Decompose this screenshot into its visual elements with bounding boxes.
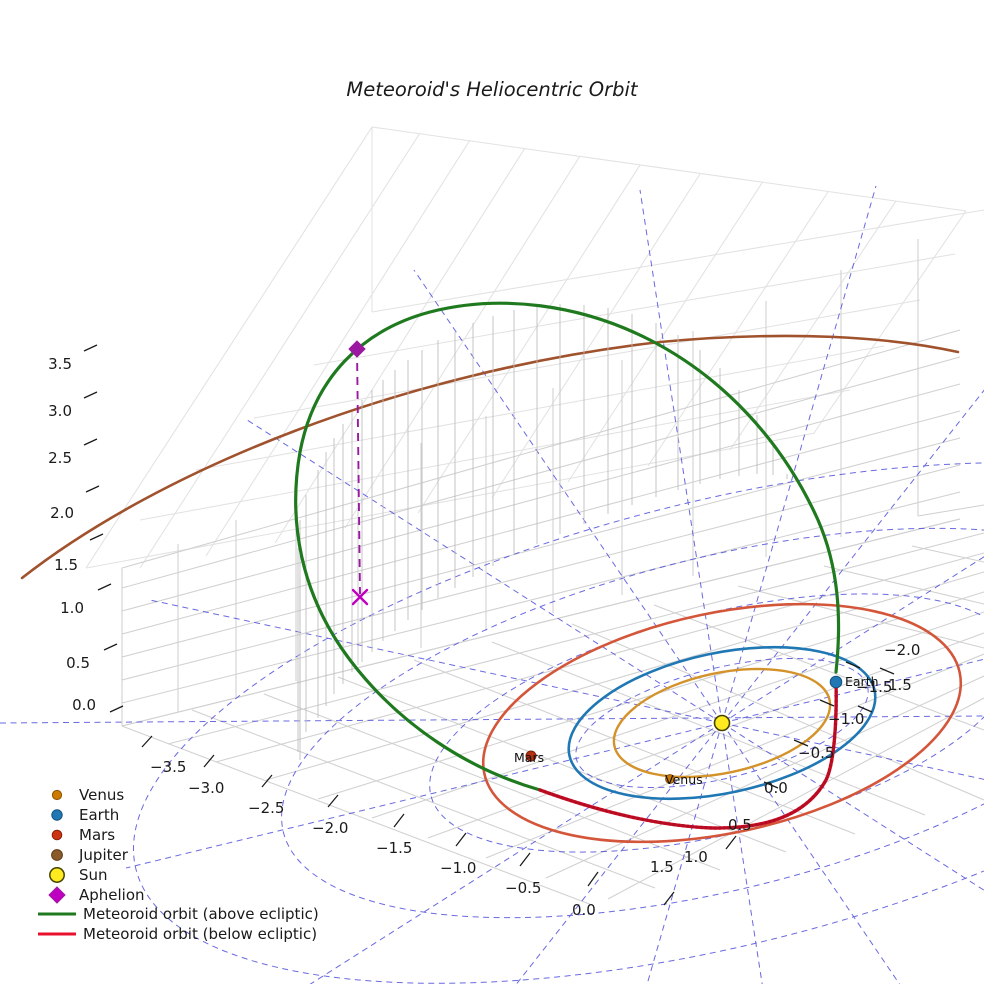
legend-item-orbit-above[interactable]: Meteoroid orbit (above ecliptic) xyxy=(38,905,319,923)
z-tick-0.0: 0.0 xyxy=(72,696,96,714)
y-tick-0.0: 0.0 xyxy=(764,779,788,797)
legend-item-orbit-below[interactable]: Meteoroid orbit (below ecliptic) xyxy=(38,925,317,943)
x-tick-1.0: 1.0 xyxy=(684,848,708,866)
x-tick--2.5: −2.5 xyxy=(248,799,284,817)
legend-item-earth[interactable]: Earth xyxy=(51,806,119,824)
earth-marker xyxy=(829,675,843,689)
x-tick-1.5: 1.5 xyxy=(650,858,674,876)
legend-label-jupiter: Jupiter xyxy=(78,846,129,864)
jupiter-swatch-icon xyxy=(51,849,63,861)
x-tick--2.0: −2.0 xyxy=(312,819,348,837)
axes3d-panes xyxy=(90,128,960,565)
venus-marker xyxy=(665,774,675,784)
legend-label-venus: Venus xyxy=(79,786,124,804)
x-tick--1.5: −1.5 xyxy=(376,839,412,857)
y-axis: −2.0 −1.5 −1.0 −0.5 0.0 0.5 1.5 xyxy=(728,641,920,834)
legend-label-orbit-below: Meteoroid orbit (below ecliptic) xyxy=(83,925,317,943)
earth-label: Earth xyxy=(845,674,879,689)
aphelion-swatch-icon xyxy=(48,886,66,904)
x-tick--3.5: −3.5 xyxy=(150,758,186,776)
grid-right-wall xyxy=(917,504,984,517)
meteoroid-orbit-above-ecliptic xyxy=(294,301,841,792)
y-tick--1.5: −1.5 xyxy=(856,678,892,696)
legend-label-aphelion: Aphelion xyxy=(79,886,145,904)
legend-label-orbit-above: Meteoroid orbit (above ecliptic) xyxy=(83,905,319,923)
y-tick-0.5: 0.5 xyxy=(728,816,752,834)
sun-marker xyxy=(713,714,731,732)
legend: Venus Earth Mars Jupiter Sun Aphelion Me… xyxy=(38,786,319,943)
x-axis: −3.5 −3.0 −2.5 −2.0 −1.5 −1.0 −0.5 0.0 1… xyxy=(141,735,737,919)
grid-floor xyxy=(121,518,984,906)
z-axis: 3.5 3.0 2.5 2.0 1.5 1.0 0.5 0.0 xyxy=(48,344,124,714)
legend-item-aphelion[interactable]: Aphelion xyxy=(48,886,145,904)
meteoroid-orbit-below-ecliptic xyxy=(538,680,838,830)
x-tick--3.0: −3.0 xyxy=(188,779,224,797)
mars-label: Mars xyxy=(514,750,544,765)
page-title: Meteoroid's Heliocentric Orbit xyxy=(346,78,639,101)
z-tick-3.5: 3.5 xyxy=(48,355,72,373)
z-tick-2.5: 2.5 xyxy=(48,449,72,467)
y-tick-1.5-right: 1.5 xyxy=(888,676,912,694)
legend-label-sun: Sun xyxy=(79,866,108,884)
legend-item-jupiter[interactable]: Jupiter xyxy=(51,846,129,864)
y-tick--2.0: −2.0 xyxy=(884,641,920,659)
aphelion-projection-marker xyxy=(351,588,369,606)
earth-swatch-icon xyxy=(51,809,63,821)
z-tick-2.0: 2.0 xyxy=(50,504,74,522)
mars-marker xyxy=(525,750,537,762)
orbit-mars xyxy=(481,602,963,844)
z-tick-1.0: 1.0 xyxy=(60,599,84,617)
sun-swatch-icon xyxy=(49,867,65,883)
z-tick-3.0: 3.0 xyxy=(48,402,72,420)
venus-swatch-icon xyxy=(51,789,63,801)
legend-label-mars: Mars xyxy=(79,826,115,844)
legend-item-sun[interactable]: Sun xyxy=(49,866,108,884)
orbit-venus xyxy=(612,667,832,779)
y-tick--0.5: −0.5 xyxy=(798,744,834,762)
y-tick--1.0: −1.0 xyxy=(828,710,864,728)
ecliptic-polar-grid xyxy=(0,185,984,984)
aphelion-marker xyxy=(348,340,366,358)
mars-swatch-icon xyxy=(51,829,63,841)
z-tick-0.5: 0.5 xyxy=(66,654,90,672)
legend-label-earth: Earth xyxy=(79,806,119,824)
orbit-earth xyxy=(567,645,877,801)
orbit-droplines xyxy=(297,304,788,760)
z-tick-1.5: 1.5 xyxy=(54,556,78,574)
venus-label: Venus xyxy=(665,772,703,787)
planet-labels: Mars Earth Venus xyxy=(514,674,879,787)
planet-markers xyxy=(525,675,843,784)
x-tick--1.0: −1.0 xyxy=(440,859,476,877)
legend-item-mars[interactable]: Mars xyxy=(51,826,115,844)
legend-item-venus[interactable]: Venus xyxy=(51,786,124,804)
x-tick--0.5: −0.5 xyxy=(505,879,541,897)
x-tick-0.0: 0.0 xyxy=(572,901,596,919)
